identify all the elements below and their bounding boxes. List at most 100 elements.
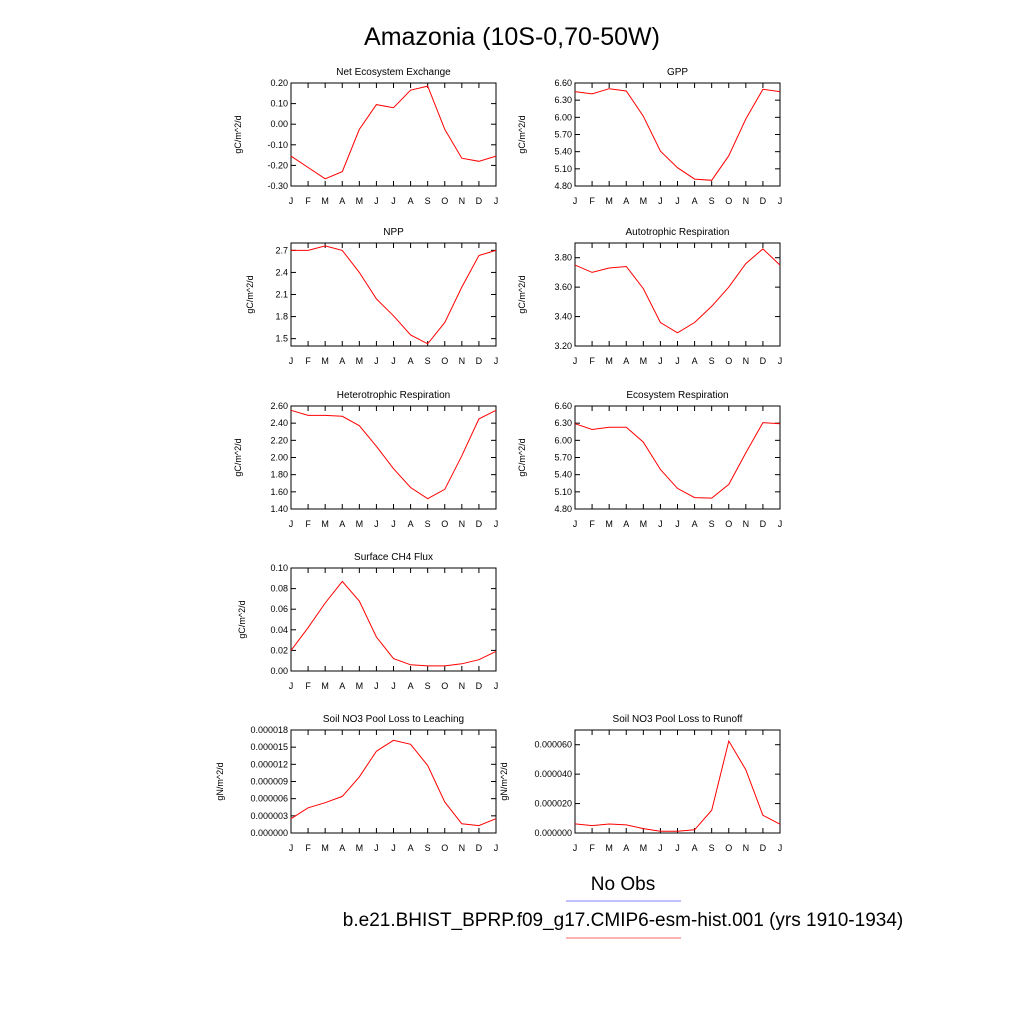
x-tick-label: N <box>459 196 466 206</box>
y-tick-label: 5.70 <box>554 130 572 140</box>
data-point <box>591 428 593 430</box>
data-point <box>461 157 463 159</box>
x-tick-label: J <box>494 196 499 206</box>
x-tick-label: A <box>692 196 698 206</box>
x-tick-label: J <box>573 356 578 366</box>
x-tick-label: A <box>339 196 345 206</box>
panel-title: Heterotrophic Respiration <box>337 390 450 401</box>
x-tick-label: M <box>356 519 364 529</box>
y-tick-label: 6.00 <box>554 112 572 122</box>
data-point <box>307 414 309 416</box>
panel-title: Net Ecosystem Exchange <box>336 67 451 78</box>
y-tick-label: 5.40 <box>554 470 572 480</box>
x-tick-label: A <box>408 843 414 853</box>
x-tick-label: N <box>459 843 466 853</box>
x-tick-label: J <box>658 196 663 206</box>
data-point <box>642 287 644 289</box>
y-axis-label: gN/m^2/d <box>215 762 225 800</box>
x-tick-label: J <box>778 519 783 529</box>
x-tick-label: D <box>760 519 767 529</box>
data-point <box>392 315 394 317</box>
data-point <box>642 827 644 829</box>
x-tick-label: N <box>743 843 750 853</box>
x-tick-label: J <box>391 196 396 206</box>
y-tick-label: -0.20 <box>267 160 288 170</box>
y-tick-label: 6.60 <box>554 78 572 88</box>
x-tick-label: J <box>658 519 663 529</box>
data-point <box>693 178 695 180</box>
y-tick-label: 0.000040 <box>534 769 572 779</box>
x-tick-label: A <box>339 519 345 529</box>
data-point <box>693 829 695 831</box>
x-tick-label: J <box>289 519 294 529</box>
panel-title: NPP <box>383 227 404 238</box>
data-point <box>625 90 627 92</box>
legend: No Obs b.e21.BHIST_BPRP.f09_g17.CMIP6-es… <box>343 874 903 939</box>
data-point <box>659 321 661 323</box>
x-tick-label: S <box>709 196 715 206</box>
data-point <box>762 88 764 90</box>
y-tick-label: 2.40 <box>270 418 288 428</box>
x-tick-label: A <box>623 196 629 206</box>
y-tick-label: 2.00 <box>270 453 288 463</box>
x-tick-label: A <box>692 843 698 853</box>
y-axis-label: gC/m^2/d <box>517 115 527 153</box>
data-point <box>358 271 360 273</box>
x-tick-label: M <box>356 681 364 691</box>
data-point <box>358 776 360 778</box>
data-point <box>290 649 292 651</box>
data-point <box>392 468 394 470</box>
x-tick-label: O <box>725 519 732 529</box>
chart-panel-7: Surface CH4 Flux 0.10 0.08 0.06 0.04 0.02 0.00… <box>237 552 498 691</box>
data-point <box>324 178 326 180</box>
y-tick-label: 0.000012 <box>250 759 288 769</box>
x-tick-label: O <box>441 843 448 853</box>
data-point <box>358 425 360 427</box>
chart-panel-4: Autotrophic Respiration3.803.603.403.20J… <box>517 227 782 366</box>
y-tick-label: 2.60 <box>270 401 288 411</box>
data-point <box>762 814 764 816</box>
chart-panel-6: Ecosystem Respiration 6.60 6.30 6.00 5.70 5.4… <box>517 390 782 529</box>
data-point <box>478 659 480 661</box>
x-tick-label: S <box>425 519 431 529</box>
data-point <box>341 580 343 582</box>
panel-title: Soil NO3 Pool Loss to Runoff <box>613 714 743 725</box>
data-point <box>676 167 678 169</box>
data-point <box>762 421 764 423</box>
data-point <box>608 267 610 269</box>
x-tick-label: J <box>391 843 396 853</box>
y-axis-label: gC/m^2/d <box>517 275 527 313</box>
data-point <box>358 128 360 130</box>
chart-panel-9: Soil NO3 Pool Loss to Runoff 0.000060 0.00… <box>499 714 782 853</box>
data-point <box>728 740 730 742</box>
x-tick-label: D <box>476 196 483 206</box>
data-point <box>324 602 326 604</box>
x-tick-label: A <box>339 843 345 853</box>
data-point <box>495 155 497 157</box>
y-tick-label: 1.40 <box>270 504 288 514</box>
x-tick-label: J <box>573 843 578 853</box>
data-point <box>574 423 576 425</box>
series-line <box>291 245 497 345</box>
x-tick-label: J <box>289 356 294 366</box>
x-tick-label: M <box>640 196 648 206</box>
data-point <box>625 265 627 267</box>
x-tick-label: J <box>289 196 294 206</box>
x-tick-label: N <box>743 519 750 529</box>
y-tick-label: 0.02 <box>270 645 288 655</box>
data-point <box>745 262 747 264</box>
x-tick-label: J <box>391 519 396 529</box>
data-point <box>676 830 678 832</box>
y-tick-label: 5.10 <box>554 487 572 497</box>
data-point <box>625 426 627 428</box>
x-tick-label: J <box>289 843 294 853</box>
y-tick-label: 0.000020 <box>534 799 572 809</box>
data-point <box>779 423 781 425</box>
y-tick-label: 0.000003 <box>250 811 288 821</box>
data-point <box>762 248 764 250</box>
x-tick-label: J <box>494 843 499 853</box>
y-tick-label: 0.000060 <box>534 740 572 750</box>
data-point <box>608 88 610 90</box>
x-tick-label: M <box>321 196 329 206</box>
